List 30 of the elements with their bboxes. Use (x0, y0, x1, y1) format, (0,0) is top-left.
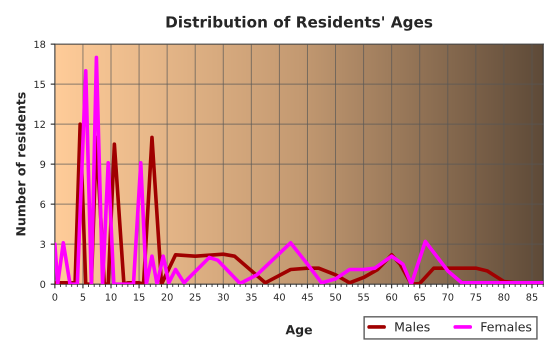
x-tick-label: 70 (442, 293, 454, 301)
x-tick-label: 75 (470, 293, 482, 301)
legend-label: Females (481, 322, 532, 332)
y-tick-label: 9 (40, 160, 46, 168)
x-tick-label: 5 (80, 293, 86, 301)
x-tick-label: 55 (358, 293, 369, 301)
x-tick-label: 10 (106, 293, 117, 301)
y-tick-label: 6 (40, 200, 46, 208)
x-axis-title: Age (286, 325, 312, 337)
x-tick-label: 40 (274, 293, 285, 301)
y-tick-label: 15 (34, 80, 46, 88)
x-tick-label: 0 (52, 293, 58, 301)
x-tick-label: 65 (414, 293, 426, 301)
y-tick-label: 0 (40, 280, 46, 288)
x-tick-label: 85 (526, 293, 538, 301)
y-tick-label: 12 (34, 120, 45, 128)
x-tick-label: 35 (246, 293, 257, 301)
x-tick-label: 25 (190, 293, 201, 301)
x-tick-label: 30 (218, 293, 229, 301)
y-axis-title: Number of residents (16, 92, 26, 236)
y-tick-label: 3 (40, 240, 46, 248)
y-tick-label: 18 (34, 40, 46, 48)
x-tick-label: 80 (498, 293, 510, 301)
x-tick-label: 20 (162, 293, 173, 301)
x-tick-label: 15 (134, 293, 144, 301)
legend-label: Males (395, 322, 430, 332)
x-tick-label: 50 (330, 293, 342, 301)
chart-title: Distribution of Residents' Ages (166, 16, 432, 31)
x-tick-label: 45 (302, 293, 313, 301)
x-tick-label: 60 (386, 293, 398, 301)
